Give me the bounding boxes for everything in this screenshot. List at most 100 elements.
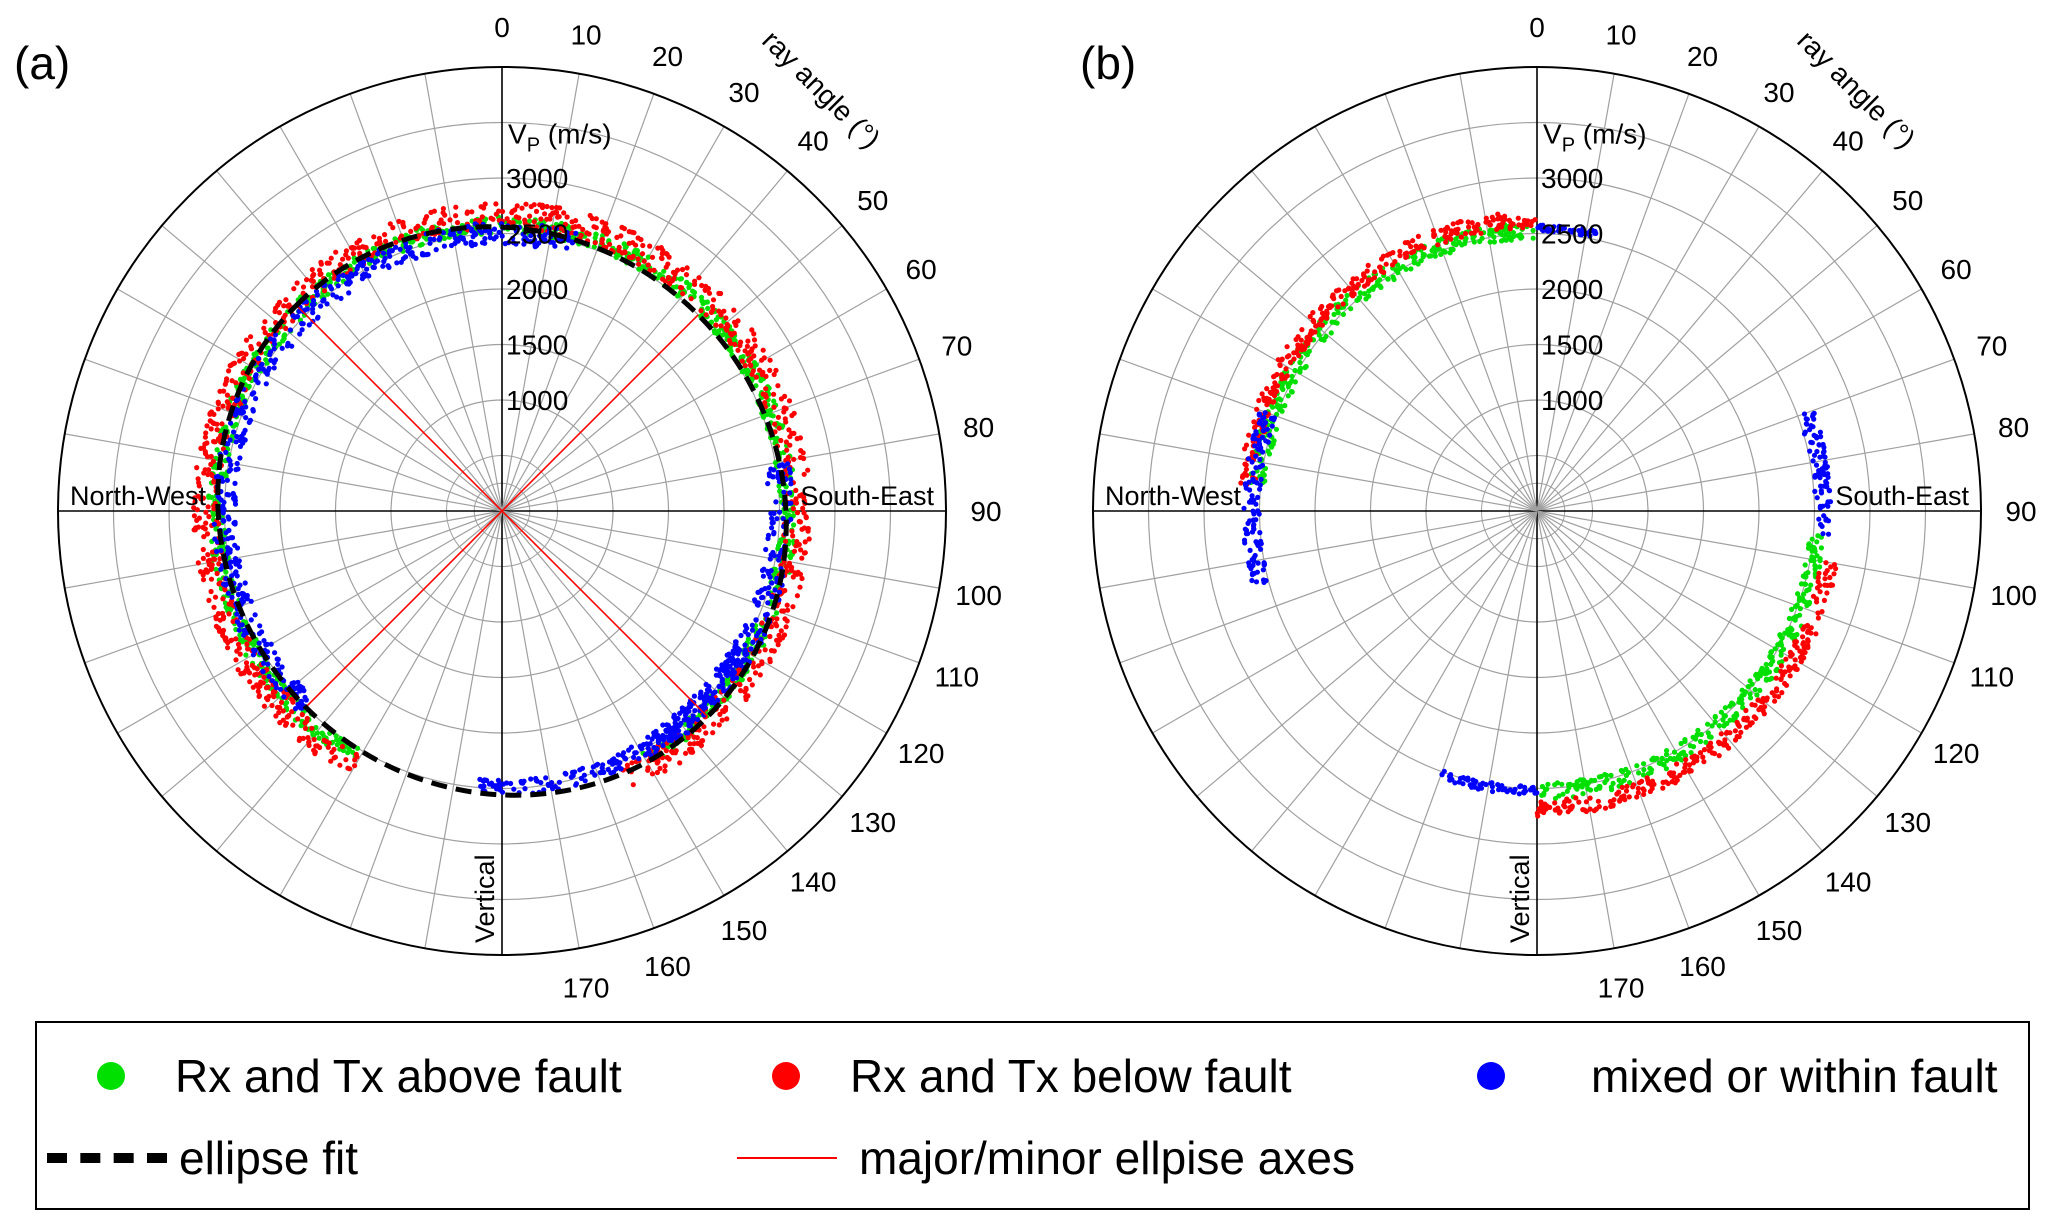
data-point (1634, 794, 1640, 800)
data-point (227, 467, 234, 473)
data-point (690, 288, 696, 294)
grid-spoke (501, 126, 725, 512)
data-point (259, 629, 265, 635)
radial-tick-label: 2500 (1541, 219, 1603, 250)
data-point (276, 310, 282, 316)
angle-tick-label: 80 (963, 412, 994, 443)
data-point (1372, 269, 1378, 275)
grid-spoke (1196, 510, 1538, 797)
data-point (389, 248, 395, 254)
data-point (1741, 692, 1747, 698)
data-point (767, 407, 774, 413)
data-point (1517, 784, 1523, 790)
data-point (698, 294, 705, 300)
data-point (200, 524, 206, 531)
data-point (686, 708, 692, 714)
data-point (1678, 740, 1684, 747)
data-point (243, 415, 249, 421)
data-point (562, 221, 569, 227)
data-point (1520, 222, 1526, 228)
data-point (295, 716, 301, 722)
data-point (1703, 739, 1709, 745)
data-point (284, 714, 290, 720)
grid-spoke (501, 225, 843, 512)
data-point (313, 724, 319, 731)
data-point (521, 241, 527, 247)
data-point (592, 772, 598, 778)
data-point (205, 504, 211, 510)
grid-spoke (501, 433, 940, 512)
data-point (752, 670, 759, 676)
data-point (334, 737, 340, 743)
data-point (1256, 411, 1262, 417)
data-point (248, 334, 254, 340)
data-point (660, 742, 666, 749)
data-point (271, 365, 277, 371)
data-point (1566, 785, 1572, 791)
panel-label-a: (a) (14, 37, 71, 89)
grid-spoke (117, 510, 503, 734)
data-point (398, 259, 404, 265)
data-point (573, 218, 579, 224)
data-point (305, 735, 311, 741)
data-point (1295, 346, 1301, 352)
data-point (765, 600, 771, 606)
data-point (1732, 737, 1739, 743)
data-point (757, 672, 763, 678)
data-point (1285, 393, 1291, 399)
data-point (194, 465, 200, 471)
data-point (1431, 232, 1438, 238)
data-point (248, 343, 254, 350)
data-point (1808, 439, 1814, 445)
data-point (1445, 225, 1451, 231)
data-point (1329, 303, 1335, 309)
data-point (236, 627, 242, 633)
data-point (281, 303, 287, 309)
data-point (1521, 790, 1527, 796)
data-point (1432, 249, 1438, 255)
data-point (798, 547, 804, 553)
data-point (1682, 769, 1688, 775)
data-point (786, 398, 793, 404)
data-point (1692, 753, 1698, 759)
data-point (775, 546, 781, 552)
data-point (720, 681, 726, 687)
data-point (649, 254, 656, 260)
data-point (769, 474, 776, 480)
data-point (261, 703, 267, 709)
data-point (749, 622, 755, 628)
data-point (564, 229, 570, 236)
data-point (1811, 410, 1817, 416)
data-point (692, 281, 698, 287)
data-point (711, 690, 717, 696)
data-point (751, 337, 758, 343)
data-point (337, 762, 343, 768)
data-point (639, 746, 645, 752)
angle-tick-label: 30 (1763, 77, 1794, 108)
grid-spoke (501, 510, 655, 929)
data-point (311, 736, 317, 743)
data-point (487, 228, 493, 234)
data-point (1415, 233, 1421, 239)
data-point (777, 488, 783, 494)
data-point (706, 290, 713, 296)
data-point (1486, 219, 1492, 225)
data-point (261, 674, 267, 680)
data-point (310, 297, 317, 304)
data-point (1250, 476, 1256, 482)
data-point (1249, 450, 1255, 456)
data-point (238, 671, 244, 677)
grid-spoke (501, 510, 788, 852)
data-point (1497, 230, 1503, 236)
data-point (1271, 374, 1277, 380)
data-point (1816, 442, 1822, 448)
data-point (744, 625, 750, 631)
data-point (761, 355, 767, 361)
data-point (579, 765, 586, 771)
data-point (1247, 487, 1253, 493)
data-point (1283, 366, 1289, 372)
data-point (1761, 711, 1767, 717)
data-point (696, 275, 702, 281)
data-point (340, 256, 346, 262)
data-point (203, 520, 209, 526)
